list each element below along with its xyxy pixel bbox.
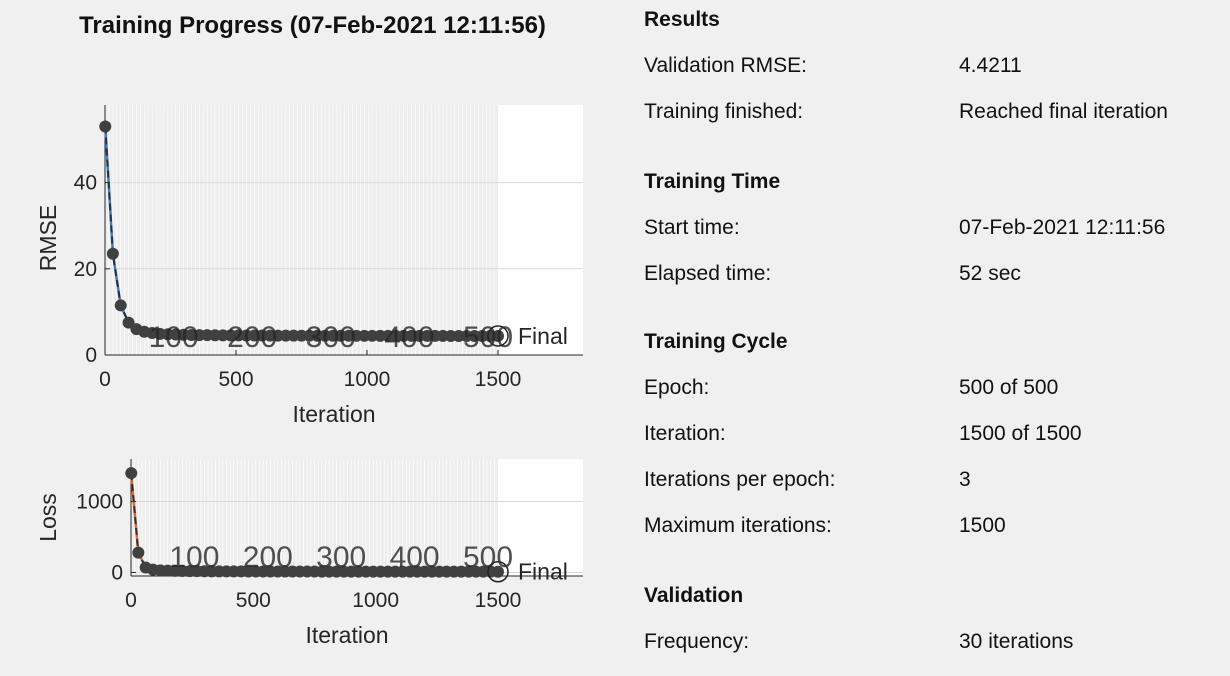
validation-frequency-value: 30 iterations: [959, 630, 1074, 653]
chart-0: [99, 105, 583, 356]
x-axis-label: Iteration: [292, 401, 375, 427]
y-tick-label: 20: [74, 258, 97, 281]
iterations-per-epoch-value: 3: [959, 468, 971, 491]
validation-frequency-label: Frequency:: [644, 630, 750, 653]
chart-1: [125, 459, 583, 583]
start-time-value: 07-Feb-2021 12:11:56: [959, 216, 1166, 239]
x-tick-label: 1000: [352, 589, 399, 612]
x-tick-label: 0: [99, 368, 111, 391]
x-tick-label: 500: [236, 589, 271, 612]
data-point: [99, 120, 112, 133]
final-marker: [487, 560, 509, 583]
epoch-label: 200: [227, 321, 277, 354]
y-tick-label: 1000: [76, 491, 123, 514]
data-point: [492, 329, 504, 342]
iterations-per-epoch-label: Iterations per epoch:: [644, 468, 836, 491]
info-panel: Results Validation RMSE: 4.4211 Training…: [644, 0, 1230, 676]
maximum-iterations-label: Maximum iterations:: [644, 514, 832, 537]
x-tick-label: 1000: [344, 368, 391, 391]
x-tick-label: 1500: [475, 368, 522, 391]
data-point: [132, 546, 145, 559]
epoch-label: 300: [306, 321, 356, 354]
epoch-label: 400: [384, 321, 434, 354]
data-point: [125, 467, 138, 480]
y-axis-label: RMSE: [35, 205, 61, 271]
maximum-iterations-value: 1500: [959, 514, 1006, 537]
y-tick-label: 0: [111, 561, 123, 584]
epoch-label: Epoch:: [644, 376, 710, 399]
x-tick-label: 500: [218, 368, 253, 391]
validation-rmse-label: Validation RMSE:: [644, 54, 808, 77]
y-axis-label: Loss: [35, 493, 61, 542]
training-finished-label: Training finished:: [644, 100, 804, 123]
training-cycle-heading: Training Cycle: [644, 330, 788, 353]
training-time-heading: Training Time: [644, 170, 781, 193]
training-finished-value: Reached final iteration: [959, 100, 1168, 123]
epoch-label: 100: [169, 541, 219, 574]
epoch-label: 200: [243, 541, 293, 574]
epoch-label: 400: [390, 541, 440, 574]
y-tick-label: 40: [74, 172, 97, 195]
x-axis-label: Iteration: [305, 622, 388, 648]
epoch-label: 500: [463, 541, 513, 574]
final-marker: [487, 325, 509, 347]
final-label: Final: [518, 323, 568, 349]
x-tick-label: 0: [125, 589, 137, 612]
iteration-label: Iteration:: [644, 422, 726, 445]
results-heading: Results: [644, 8, 720, 31]
elapsed-time-label: Elapsed time:: [644, 262, 772, 285]
epoch-label: 100: [149, 321, 199, 354]
data-point: [492, 565, 504, 578]
data-point: [106, 247, 119, 260]
data-point: [114, 299, 127, 312]
elapsed-time-value: 52 sec: [959, 262, 1021, 285]
training-progress-title: Training Progress (07-Feb-2021 12:11:56): [79, 12, 546, 39]
iteration-value: 1500 of 1500: [959, 422, 1082, 445]
epoch-label: 500: [463, 321, 513, 354]
start-time-label: Start time:: [644, 216, 740, 239]
final-label: Final: [518, 559, 568, 585]
validation-heading: Validation: [644, 584, 744, 607]
epoch-label: 300: [316, 541, 366, 574]
epoch-value: 500 of 500: [959, 376, 1059, 399]
x-tick-label: 1500: [475, 589, 522, 612]
y-tick-label: 0: [85, 344, 97, 367]
validation-rmse-value: 4.4211: [959, 54, 1022, 77]
